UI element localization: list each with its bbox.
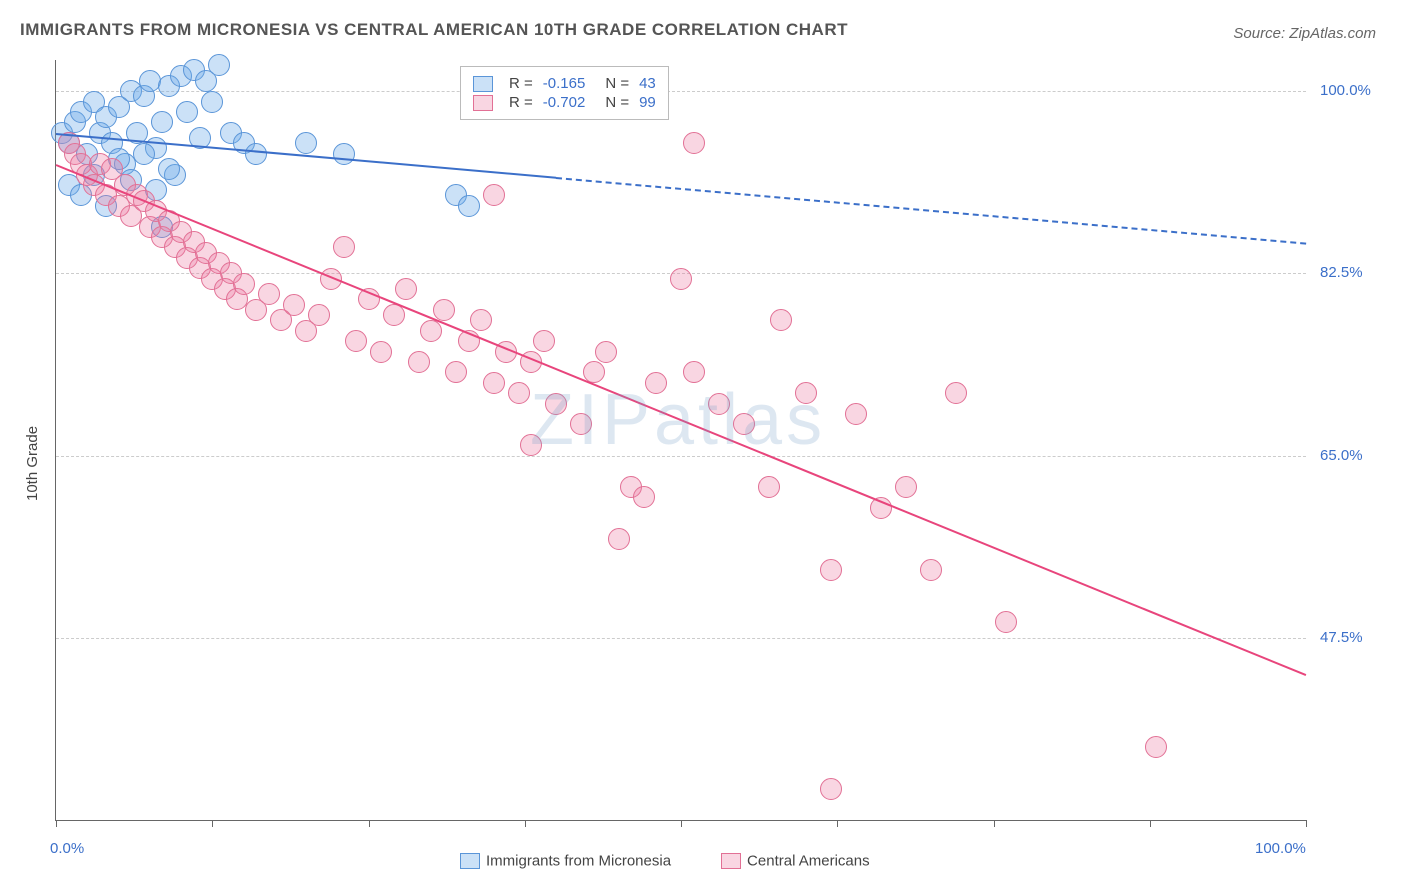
y-tick-label: 47.5% bbox=[1320, 629, 1363, 646]
correlation-stats-box: R = -0.165 N = 43 R = -0.702 N = 99 bbox=[460, 66, 669, 120]
trend-line bbox=[556, 177, 1306, 245]
source-citation: Source: ZipAtlas.com bbox=[1233, 25, 1376, 42]
data-point bbox=[483, 184, 505, 206]
data-point bbox=[683, 361, 705, 383]
legend-item: Central Americans bbox=[721, 852, 870, 870]
data-point bbox=[845, 403, 867, 425]
trend-line bbox=[56, 164, 1307, 676]
x-tick bbox=[837, 820, 838, 827]
stat-n-value: 43 bbox=[639, 75, 656, 92]
stat-n-label: N = bbox=[605, 75, 629, 92]
data-point bbox=[645, 372, 667, 394]
y-tick-label: 82.5% bbox=[1320, 264, 1363, 281]
data-point bbox=[920, 559, 942, 581]
x-tick bbox=[1150, 820, 1151, 827]
data-point bbox=[795, 382, 817, 404]
data-point bbox=[995, 611, 1017, 633]
data-point bbox=[470, 309, 492, 331]
data-point bbox=[151, 111, 173, 133]
stat-r-label: R = bbox=[509, 94, 533, 111]
legend-label: Central Americans bbox=[747, 853, 870, 870]
x-axis-label-min: 0.0% bbox=[50, 840, 84, 857]
y-tick-label: 65.0% bbox=[1320, 447, 1363, 464]
x-tick bbox=[681, 820, 682, 827]
data-point bbox=[670, 268, 692, 290]
data-point bbox=[895, 476, 917, 498]
plot-area bbox=[55, 60, 1306, 821]
source-label: Source: bbox=[1233, 25, 1285, 42]
data-point bbox=[258, 283, 280, 305]
stat-r-value: -0.165 bbox=[543, 75, 586, 92]
legend-item: Immigrants from Micronesia bbox=[460, 852, 671, 870]
x-tick bbox=[994, 820, 995, 827]
data-point bbox=[820, 778, 842, 800]
series-swatch bbox=[721, 853, 741, 869]
data-point bbox=[595, 341, 617, 363]
data-point bbox=[483, 372, 505, 394]
data-point bbox=[570, 413, 592, 435]
data-point bbox=[733, 413, 755, 435]
data-point bbox=[395, 278, 417, 300]
x-tick bbox=[212, 820, 213, 827]
source-value: ZipAtlas.com bbox=[1289, 25, 1376, 42]
chart-container: { "title": "IMMIGRANTS FROM MICRONESIA V… bbox=[0, 0, 1406, 892]
y-tick-label: 100.0% bbox=[1320, 82, 1371, 99]
data-point bbox=[208, 54, 230, 76]
series-swatch bbox=[473, 95, 493, 111]
data-point bbox=[345, 330, 367, 352]
data-point bbox=[1145, 736, 1167, 758]
data-point bbox=[608, 528, 630, 550]
stats-row: R = -0.702 N = 99 bbox=[473, 94, 656, 111]
data-point bbox=[545, 393, 567, 415]
data-point bbox=[458, 195, 480, 217]
series-swatch bbox=[473, 76, 493, 92]
x-tick bbox=[525, 820, 526, 827]
legend-label: Immigrants from Micronesia bbox=[486, 853, 671, 870]
x-tick bbox=[1306, 820, 1307, 827]
data-point bbox=[633, 486, 655, 508]
x-tick bbox=[56, 820, 57, 827]
legend: Immigrants from Micronesia Central Americ… bbox=[460, 852, 870, 870]
data-point bbox=[508, 382, 530, 404]
stat-n-value: 99 bbox=[639, 94, 656, 111]
data-point bbox=[520, 434, 542, 456]
stat-r-label: R = bbox=[509, 75, 533, 92]
data-point bbox=[420, 320, 442, 342]
stat-n-label: N = bbox=[605, 94, 629, 111]
data-point bbox=[770, 309, 792, 331]
data-point bbox=[433, 299, 455, 321]
data-point bbox=[408, 351, 430, 373]
data-point bbox=[683, 132, 705, 154]
data-point bbox=[945, 382, 967, 404]
y-axis-label: 10th Grade bbox=[24, 426, 41, 501]
data-point bbox=[708, 393, 730, 415]
series-swatch bbox=[460, 853, 480, 869]
data-point bbox=[533, 330, 555, 352]
x-axis-label-max: 100.0% bbox=[1255, 840, 1306, 857]
data-point bbox=[158, 158, 180, 180]
data-point bbox=[333, 236, 355, 258]
data-point bbox=[445, 361, 467, 383]
gridline bbox=[56, 91, 1306, 92]
data-point bbox=[233, 273, 255, 295]
chart-title: IMMIGRANTS FROM MICRONESIA VS CENTRAL AM… bbox=[20, 20, 848, 40]
stats-row: R = -0.165 N = 43 bbox=[473, 75, 656, 92]
data-point bbox=[370, 341, 392, 363]
data-point bbox=[133, 143, 155, 165]
x-tick bbox=[369, 820, 370, 827]
gridline bbox=[56, 638, 1306, 639]
gridline bbox=[56, 456, 1306, 457]
data-point bbox=[308, 304, 330, 326]
data-point bbox=[245, 143, 267, 165]
stat-r-value: -0.702 bbox=[543, 94, 586, 111]
data-point bbox=[333, 143, 355, 165]
data-point bbox=[176, 101, 198, 123]
data-point bbox=[201, 91, 223, 113]
data-point bbox=[283, 294, 305, 316]
data-point bbox=[295, 132, 317, 154]
data-point bbox=[820, 559, 842, 581]
data-point bbox=[758, 476, 780, 498]
